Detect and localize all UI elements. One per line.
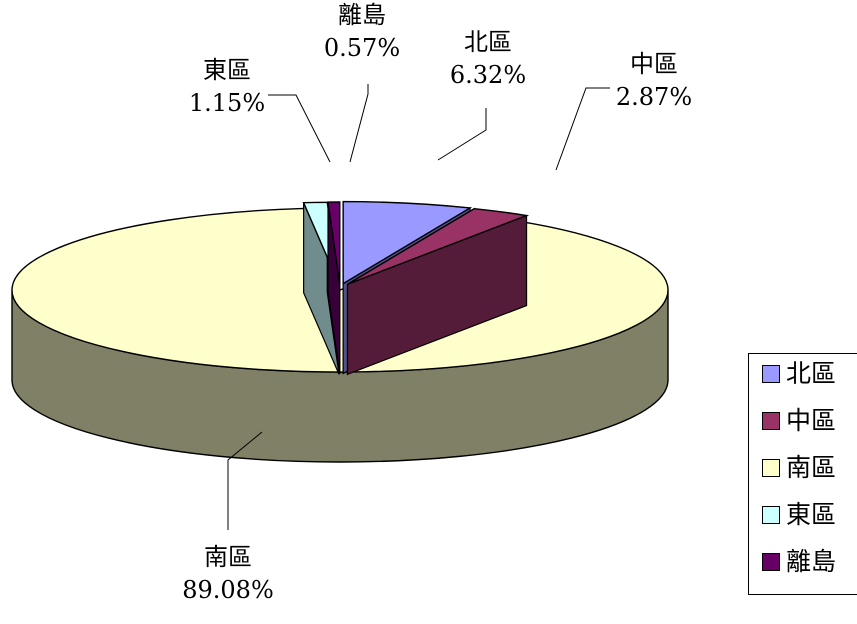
slice-label-value-south: 89.08% bbox=[182, 576, 274, 604]
legend-item-central: 中區 bbox=[762, 403, 836, 439]
slice-labels: 北區 6.32% 中區 2.87% 南區 89.08% 東區 1.15% 離島 0.57% bbox=[182, 1, 692, 604]
slice-top-central bbox=[347, 207, 530, 285]
legend-label-north: 北區 bbox=[786, 359, 837, 388]
legend-label-south: 南區 bbox=[786, 453, 837, 482]
slice-top-north bbox=[342, 200, 473, 285]
legend-swatch-east bbox=[762, 506, 780, 524]
slice-label-category-east: 東區 bbox=[203, 56, 251, 84]
leader-line-north bbox=[437, 108, 487, 161]
legend-item-south: 南區 bbox=[762, 450, 836, 486]
leader-line-east bbox=[268, 94, 331, 163]
legend-label-islands: 離島 bbox=[786, 547, 837, 576]
legend: 北區 中區 南區 東區 離島 bbox=[748, 353, 857, 595]
slice-label-category-south: 南區 bbox=[204, 543, 252, 571]
leader-line-south bbox=[227, 431, 263, 530]
slice-label-value-central: 2.87% bbox=[616, 83, 692, 111]
slice-label-value-north: 6.32% bbox=[450, 61, 526, 89]
slice-label-category-north: 北區 bbox=[464, 28, 512, 56]
leader-line-islands bbox=[349, 84, 369, 163]
slice-label-category-islands: 離島 bbox=[338, 1, 386, 29]
legend-swatch-central bbox=[762, 412, 780, 430]
legend-item-north: 北區 bbox=[762, 356, 836, 392]
pie-slices bbox=[11, 200, 669, 463]
slice-top-islands bbox=[327, 201, 341, 285]
slice-label-value-islands: 0.57% bbox=[324, 34, 400, 62]
legend-label-central: 中區 bbox=[786, 406, 837, 435]
legend-swatch-south bbox=[762, 459, 780, 477]
leader-lines bbox=[227, 84, 610, 530]
leader-line-central bbox=[555, 87, 610, 171]
slice-central bbox=[346, 207, 530, 376]
slice-islands bbox=[327, 201, 341, 375]
legend-item-east: 東區 bbox=[762, 497, 836, 533]
legend-swatch-islands bbox=[762, 553, 780, 571]
legend-label-east: 東區 bbox=[786, 500, 837, 529]
slice-label-category-central: 中區 bbox=[630, 50, 678, 78]
legend-swatch-north bbox=[762, 365, 780, 383]
slice-label-value-east: 1.15% bbox=[189, 89, 265, 117]
legend-item-islands: 離島 bbox=[762, 544, 836, 580]
